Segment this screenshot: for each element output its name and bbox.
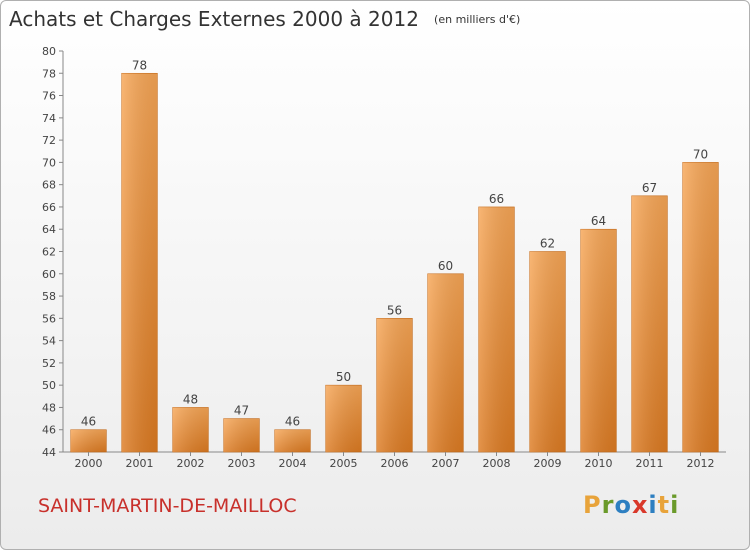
bar-shading [529, 251, 566, 452]
bar-value-label: 66 [489, 192, 504, 206]
y-tick-label: 70 [42, 156, 56, 169]
bar-value-label: 67 [642, 181, 657, 195]
x-tick-label: 2011 [636, 457, 664, 470]
bar-shading [631, 195, 668, 453]
bar-shading [172, 407, 209, 452]
y-tick-label: 46 [42, 424, 56, 437]
logo-letter: P [583, 491, 602, 519]
x-tick-label: 2001 [126, 457, 154, 470]
bar-shading [121, 73, 158, 453]
x-tick-label: 2003 [228, 457, 256, 470]
x-tick-label: 2005 [330, 457, 358, 470]
x-tick-label: 2007 [432, 457, 460, 470]
y-tick-label: 74 [42, 112, 56, 125]
x-tick-label: 2008 [483, 457, 511, 470]
chart-bars: 46 2000 78 2001 48 2002 47 2003 46 2004 50 2005 56 20… [70, 58, 719, 470]
bar-value-label: 48 [183, 392, 198, 406]
bar-value-label: 78 [132, 58, 147, 72]
commune-name: SAINT-MARTIN-DE-MAILLOC [38, 495, 297, 517]
y-tick-label: 50 [42, 379, 56, 392]
y-tick-label: 60 [42, 268, 56, 281]
bar-value-label: 56 [387, 303, 402, 317]
logo-letter: r [601, 491, 615, 519]
chart-subtitle: (en milliers d'€) [434, 13, 521, 26]
y-tick-label: 66 [42, 201, 56, 214]
y-tick-label: 62 [42, 246, 56, 259]
bar-shading [70, 429, 107, 452]
y-tick-label: 76 [42, 90, 56, 103]
x-tick-label: 2012 [687, 457, 715, 470]
y-tick-label: 44 [42, 446, 56, 459]
bar-value-label: 64 [591, 214, 606, 228]
y-tick-label: 56 [42, 312, 56, 325]
chart-axes: 44 46 48 50 52 54 56 58 60 62 64 66 68 70 72 74 76 78 80 [42, 45, 726, 459]
y-tick-label: 80 [42, 45, 56, 58]
x-tick-label: 2002 [177, 457, 205, 470]
chart-title: Achats et Charges Externes 2000 à 2012 [9, 7, 419, 31]
bar-value-label: 46 [81, 415, 96, 429]
bar-shading [325, 385, 362, 452]
x-tick-label: 2006 [381, 457, 409, 470]
bar-value-label: 47 [234, 404, 249, 418]
chart-title-block: Achats et Charges Externes 2000 à 2012 (… [9, 7, 520, 31]
x-tick-label: 2004 [279, 457, 307, 470]
logo-letter: o [614, 491, 632, 519]
bar-shading [478, 206, 515, 452]
y-tick-label: 64 [42, 223, 56, 236]
bar-value-label: 70 [693, 147, 708, 161]
bar-value-label: 60 [438, 259, 453, 273]
x-tick-label: 2010 [585, 457, 613, 470]
logo-letter: x [631, 491, 649, 519]
bar-shading [682, 162, 719, 452]
bar-shading [427, 273, 464, 452]
bar-value-label: 50 [336, 370, 351, 384]
logo-letter: i [670, 491, 680, 519]
y-tick-label: 72 [42, 134, 56, 147]
y-tick-label: 78 [42, 67, 56, 80]
bar-shading [580, 229, 617, 452]
y-tick-label: 68 [42, 179, 56, 192]
proxiti-logo: Proxiti [583, 491, 679, 519]
logo-letter: i [648, 491, 658, 519]
y-tick-label: 54 [42, 335, 56, 348]
bar-shading [274, 429, 311, 452]
bar-shading [376, 318, 413, 452]
logo-letter: t [657, 491, 671, 519]
y-tick-label: 52 [42, 357, 56, 370]
bar-shading [223, 418, 260, 452]
bar-value-label: 46 [285, 415, 300, 429]
x-tick-label: 2009 [534, 457, 562, 470]
y-tick-label: 58 [42, 290, 56, 303]
bar-value-label: 62 [540, 237, 555, 251]
x-tick-label: 2000 [75, 457, 103, 470]
y-tick-label: 48 [42, 401, 56, 414]
